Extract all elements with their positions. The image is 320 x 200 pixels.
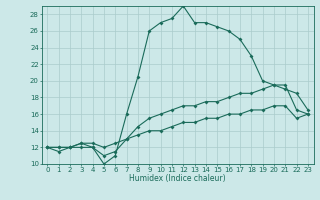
X-axis label: Humidex (Indice chaleur): Humidex (Indice chaleur) <box>129 174 226 183</box>
